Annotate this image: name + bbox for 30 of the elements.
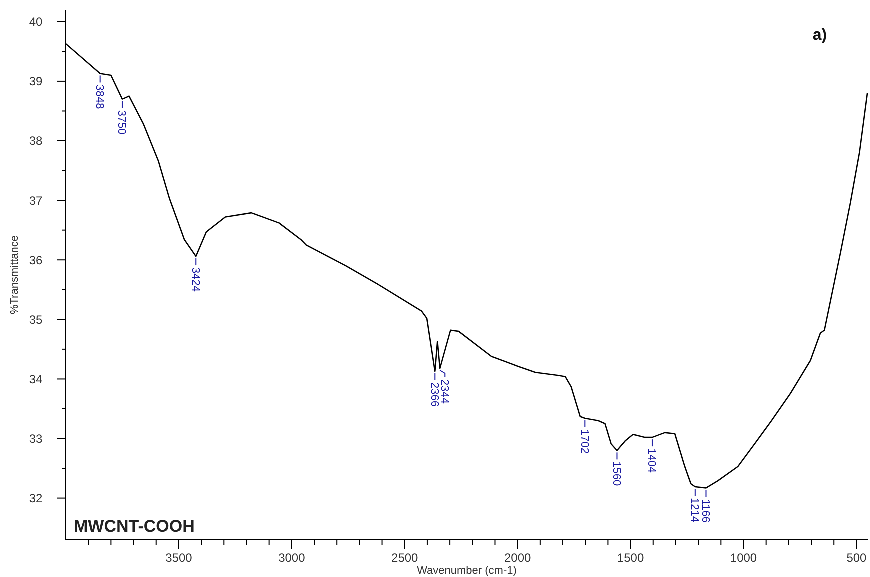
annotation: 2366 — [428, 382, 440, 407]
y-tick-label: 32 — [29, 492, 43, 506]
annotation: 1702 — [578, 430, 590, 454]
x-tick-label: 2000 — [504, 551, 532, 565]
x-tick-label: 3000 — [278, 551, 306, 565]
y-tick-label: 37 — [29, 194, 43, 208]
y-tick-label: 40 — [29, 15, 43, 30]
y-tick-label: 33 — [29, 432, 43, 446]
y-tick-label: 36 — [29, 253, 43, 268]
annotation: MWCNT-COOH — [74, 517, 195, 536]
text: a) — [812, 27, 828, 44]
x-tick-label: 1000 — [730, 551, 758, 565]
x-tick-label: 2500 — [392, 551, 419, 565]
y-tick-label: 38 — [29, 134, 43, 148]
annotation: 3424 — [189, 268, 202, 292]
x-axis-title: Wavenumber (cm-1) — [417, 565, 517, 577]
annotation: 1214 — [688, 498, 701, 522]
annotation: 1560 — [610, 462, 622, 486]
x-tick-label: 1500 — [617, 551, 644, 565]
annotation: 3848 — [93, 84, 106, 110]
y-axis-title: %Transmittance — [9, 235, 21, 315]
y-tick-label: 34 — [29, 372, 43, 386]
annotation: 1404 — [646, 448, 658, 474]
y-tick-label: 35 — [29, 312, 43, 327]
y-tick-label: 39 — [29, 74, 43, 89]
annotation: 2344 — [438, 379, 450, 404]
x-tick-label: 500 — [846, 551, 868, 565]
annotation: 3750 — [116, 110, 128, 135]
x-tick-label: 3500 — [166, 551, 193, 565]
annotation: 1166 — [699, 499, 712, 523]
